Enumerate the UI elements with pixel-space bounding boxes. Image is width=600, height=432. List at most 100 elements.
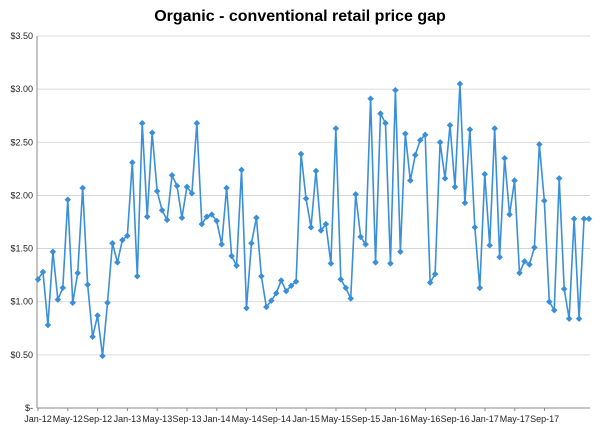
data-point xyxy=(79,184,87,192)
data-point xyxy=(262,303,270,311)
x-tick-label: Sep-15 xyxy=(351,414,380,424)
data-point xyxy=(570,215,578,223)
data-point xyxy=(575,315,583,323)
data-point xyxy=(352,191,360,198)
data-point xyxy=(74,269,82,277)
y-tick-label: $2.50 xyxy=(10,137,33,147)
data-point xyxy=(128,159,136,166)
data-point xyxy=(516,269,523,277)
y-tick-label: $3.00 xyxy=(10,84,33,94)
data-point xyxy=(401,130,409,138)
data-point xyxy=(94,312,101,319)
x-tick-label: Jan-12 xyxy=(24,414,52,424)
x-tick-label: May-13 xyxy=(142,414,172,424)
data-point xyxy=(531,244,538,251)
data-point xyxy=(213,217,221,225)
x-tick-label: Sep-14 xyxy=(262,414,291,424)
data-point xyxy=(258,272,265,280)
data-point xyxy=(466,126,474,133)
y-tick-label: $1.00 xyxy=(10,297,33,307)
data-point xyxy=(357,233,365,241)
x-tick-label: Jan-17 xyxy=(471,414,499,424)
data-point xyxy=(332,125,340,132)
data-point xyxy=(312,167,320,175)
x-tick-label: Sep-17 xyxy=(530,414,559,424)
data-point xyxy=(322,220,330,228)
data-point xyxy=(198,220,206,228)
data-point xyxy=(277,277,285,284)
data-point xyxy=(138,119,146,127)
y-tick-label: $1.50 xyxy=(10,244,33,254)
data-point xyxy=(163,216,171,224)
data-point xyxy=(203,213,211,221)
data-point xyxy=(491,125,499,132)
data-point xyxy=(560,285,568,293)
data-point xyxy=(436,138,444,146)
data-point xyxy=(64,196,72,204)
x-tick-label: May-15 xyxy=(321,414,351,424)
data-point xyxy=(114,259,121,266)
data-point xyxy=(387,260,394,267)
data-point xyxy=(426,279,434,286)
chart-title: Organic - conventional retail price gap xyxy=(154,8,446,25)
data-point xyxy=(317,227,325,234)
data-point xyxy=(585,215,593,223)
data-point xyxy=(550,306,558,314)
data-point xyxy=(377,110,384,117)
data-point xyxy=(99,352,106,360)
data-point xyxy=(133,272,141,280)
data-point xyxy=(496,253,504,261)
data-point xyxy=(501,154,508,162)
data-point xyxy=(173,182,181,190)
data-point xyxy=(327,260,335,267)
data-point xyxy=(481,170,489,178)
data-point xyxy=(119,236,126,244)
data-point xyxy=(342,284,350,292)
data-point xyxy=(347,295,355,302)
data-point xyxy=(188,189,196,197)
data-point xyxy=(476,284,484,292)
data-point xyxy=(441,175,449,182)
data-point xyxy=(208,211,216,218)
data-point xyxy=(233,262,240,269)
data-point xyxy=(272,289,280,297)
data-point xyxy=(292,278,300,285)
x-tick-label: May-14 xyxy=(232,414,262,424)
data-point xyxy=(416,136,424,144)
data-point xyxy=(506,211,513,218)
x-tick-label: Jan-13 xyxy=(114,414,142,424)
data-point xyxy=(382,119,389,127)
x-tick-label: May-17 xyxy=(500,414,530,424)
data-point xyxy=(486,242,494,249)
data-point xyxy=(34,276,42,283)
data-point xyxy=(243,304,250,312)
data-point xyxy=(158,206,166,214)
data-point xyxy=(461,199,469,207)
y-tick-label: $2.00 xyxy=(10,190,33,200)
data-point xyxy=(451,183,459,191)
data-point xyxy=(431,270,439,278)
x-tick-label: Jan-15 xyxy=(292,414,320,424)
data-point xyxy=(178,214,186,222)
data-point xyxy=(526,261,533,268)
x-tick-label: May-16 xyxy=(410,414,440,424)
data-point xyxy=(49,248,57,256)
data-point xyxy=(362,240,369,248)
data-point xyxy=(143,213,151,221)
data-point xyxy=(392,86,399,94)
data-point xyxy=(218,240,226,248)
data-point xyxy=(521,257,528,265)
data-point xyxy=(193,119,201,127)
y-tick-label: $0.50 xyxy=(10,350,33,360)
data-point xyxy=(69,299,77,307)
data-point xyxy=(123,232,131,240)
data-point xyxy=(446,121,454,129)
data-point xyxy=(267,297,275,305)
data-point xyxy=(223,184,230,192)
data-point xyxy=(511,177,518,184)
data-point xyxy=(411,151,419,159)
data-point xyxy=(253,214,260,222)
x-tick-label: Sep-12 xyxy=(83,414,112,424)
x-tick-label: Jan-14 xyxy=(203,414,231,424)
